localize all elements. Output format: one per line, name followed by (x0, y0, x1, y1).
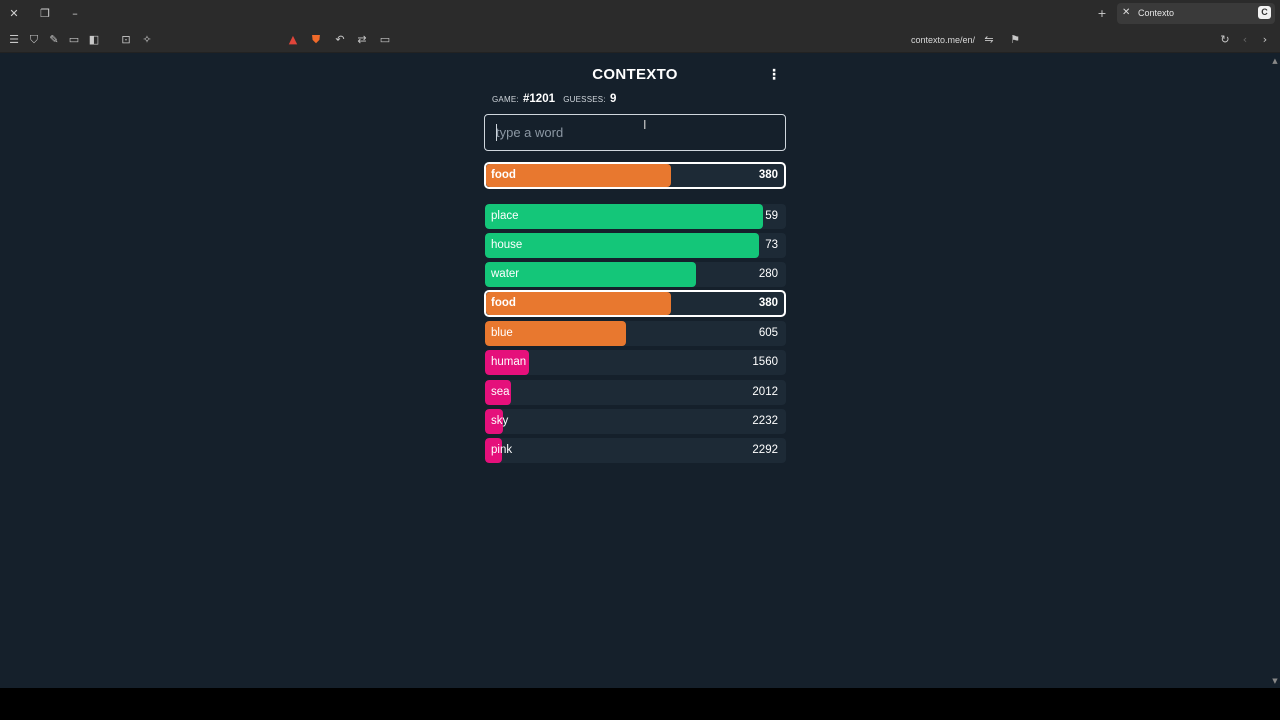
sidebar-icon[interactable]: ◧ (88, 33, 100, 46)
guess-rank: 380 (758, 297, 778, 309)
guesses-label: GUESSES: (563, 95, 606, 104)
pen-icon[interactable]: ✎ (49, 33, 59, 46)
close-window-icon[interactable]: ✕ (9, 7, 19, 20)
guess-word: pink (491, 444, 513, 456)
game-number: #1201 (523, 93, 555, 105)
guess-rank: 2292 (752, 444, 778, 456)
guess-rank: 2012 (752, 386, 778, 398)
cast-icon[interactable]: ▭ (379, 33, 391, 46)
guess-word: food (491, 297, 516, 309)
page-viewport: CONTEXTO ⋮ GAME: #1201 GUESSES: 9 I food… (0, 53, 1270, 688)
guess-word: sea (491, 386, 510, 398)
guess-bar (485, 438, 502, 463)
new-tab-icon[interactable]: + (1097, 7, 1107, 20)
guesses-count: 9 (609, 93, 617, 105)
bookmark-icon[interactable]: ⚑ (1010, 33, 1020, 46)
guess-row: food 380 (484, 290, 786, 317)
guess-rank: 73 (765, 239, 778, 251)
menu-icon[interactable]: ☰ (9, 33, 19, 46)
tab-title: Contexto (1138, 8, 1175, 18)
back-icon[interactable]: ‹ (1242, 33, 1248, 46)
guess-row: human 1560 (485, 350, 786, 375)
forward-icon[interactable]: › (1262, 33, 1268, 46)
minimize-window-icon[interactable]: – (72, 7, 78, 20)
game-label: GAME: (492, 95, 519, 104)
guess-word: water (491, 268, 520, 280)
guess-row: water 280 (485, 262, 786, 287)
url-text[interactable]: contexto.me/en/ (910, 35, 975, 45)
text-caret (496, 124, 497, 141)
guess-word: house (491, 239, 523, 251)
reload-icon[interactable]: ↻ (1220, 33, 1230, 46)
restore-window-icon[interactable]: ❐ (40, 7, 50, 20)
guess-bar (485, 350, 529, 375)
last-guess-bar (486, 164, 671, 187)
guess-bar (485, 380, 511, 405)
last-guess-row: food 380 (484, 162, 786, 189)
more-options-icon[interactable]: ⋮ (767, 67, 781, 83)
tab-favicon-icon: C (1258, 6, 1271, 19)
guess-bar (485, 204, 764, 229)
guess-word: place (491, 210, 519, 222)
guess-bar (485, 233, 759, 258)
guess-rank: 1560 (752, 356, 778, 368)
brave-rewards-icon[interactable]: ▲ (288, 33, 298, 46)
reader-icon[interactable]: ⇋ (984, 33, 994, 46)
guess-rank: 2232 (752, 415, 778, 427)
bottom-band (0, 688, 1280, 720)
game-info: GAME: #1201 GUESSES: 9 (492, 93, 622, 105)
guess-row: sky 2232 (485, 409, 786, 434)
tab-contexto[interactable]: ✕ Contexto C (1117, 3, 1275, 24)
tabs-icon[interactable]: ▭ (68, 33, 80, 46)
guess-rank: 59 (765, 210, 778, 222)
guess-word: blue (491, 327, 513, 339)
guess-bar (486, 292, 671, 315)
guess-rank: 280 (758, 268, 778, 280)
cursor-ibeam-icon: I (643, 118, 647, 132)
browser-toolbar: ☰ ⛉ ✎ ▭ ◧ ⊡ ✧ ▲ ⛊ ↶ ⇄ ▭ contexto.me/en/ … (0, 27, 1280, 53)
scroll-down-icon[interactable]: ▼ (1272, 677, 1278, 685)
shield-icon[interactable]: ⛉ (29, 33, 39, 46)
undo-icon[interactable]: ↶ (335, 33, 345, 46)
last-guess-word: food (491, 169, 516, 181)
guess-row: place 59 (485, 204, 786, 229)
guess-bar (485, 409, 504, 434)
word-input[interactable] (484, 114, 786, 151)
guess-row: blue 605 (485, 321, 786, 346)
scroll-up-icon[interactable]: ▲ (1272, 57, 1278, 65)
page-title: CONTEXTO (592, 66, 678, 83)
brave-shield-icon[interactable]: ⛊ (311, 33, 321, 46)
guess-row: sea 2012 (485, 380, 786, 405)
guess-rank: 605 (758, 327, 778, 339)
screenshot-icon[interactable]: ⊡ (121, 33, 131, 46)
page-scrollbar[interactable]: ▲ ▼ (1270, 53, 1280, 688)
tab-bar: ✕ ❐ – + ✕ Contexto C (0, 0, 1280, 27)
guess-bar (485, 262, 696, 287)
guess-bar (485, 321, 627, 346)
guess-row: pink 2292 (485, 438, 786, 463)
guess-word: sky (491, 415, 509, 427)
guess-word: human (491, 356, 527, 368)
tab-close-icon[interactable]: ✕ (1122, 7, 1131, 18)
guess-row: house 73 (485, 233, 786, 258)
translate-icon[interactable]: ⇄ (357, 33, 367, 46)
last-guess-rank: 380 (758, 169, 778, 181)
extensions-icon[interactable]: ✧ (142, 33, 152, 46)
